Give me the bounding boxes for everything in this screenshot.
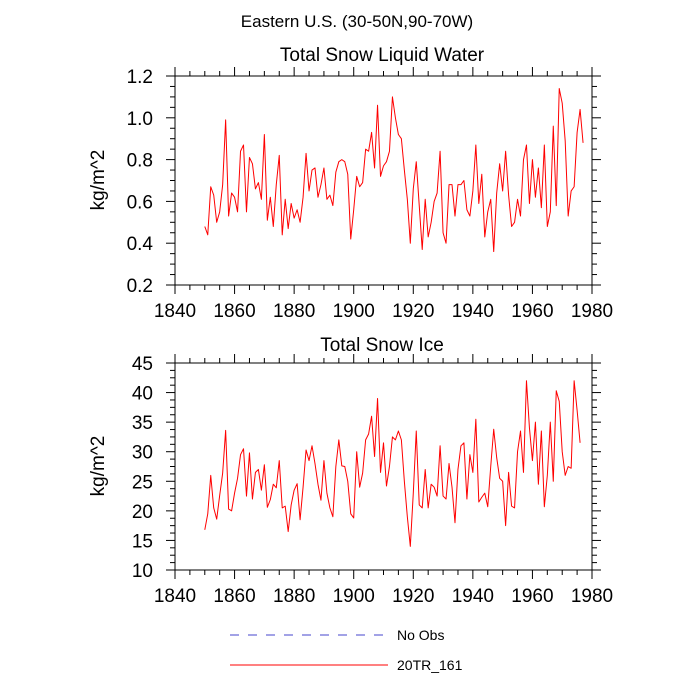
- y-tick-label: 40: [132, 384, 153, 405]
- chart-title: Total Snow Ice: [320, 335, 444, 356]
- x-tick-label: 1980: [571, 586, 613, 607]
- x-tick-label: 1980: [571, 301, 613, 322]
- plot-frame: [174, 75, 593, 286]
- figure-title: Eastern U.S. (30-50N,90-70W): [241, 12, 473, 31]
- x-tick-label: 1920: [392, 301, 434, 322]
- x-tick-label: 1960: [511, 301, 553, 322]
- y-tick-label: 30: [132, 443, 153, 464]
- x-tick-label: 1880: [273, 301, 315, 322]
- y-tick-label: 45: [132, 354, 153, 375]
- x-tick-label: 1840: [154, 586, 196, 607]
- y-axis-label: kg/m^2: [88, 436, 109, 497]
- series-line-20tr-161: [204, 88, 584, 253]
- x-tick-label: 1860: [213, 586, 255, 607]
- legend-label-20tr-161: 20TR_161: [397, 657, 463, 673]
- x-tick-label: 1940: [452, 586, 494, 607]
- y-tick-label: 0.4: [127, 234, 154, 255]
- legend: No Obs 20TR_161: [230, 627, 463, 673]
- plot-frame: [174, 362, 593, 571]
- y-tick-label: 1.0: [127, 109, 153, 130]
- x-tick-label: 1860: [213, 301, 255, 322]
- y-tick-label: 10: [132, 561, 153, 582]
- x-tick-label: 1940: [452, 301, 494, 322]
- legend-label-no-obs: No Obs: [397, 627, 444, 643]
- x-tick-label: 1840: [154, 301, 196, 322]
- y-tick-label: 25: [132, 472, 153, 493]
- x-tick-label: 1960: [511, 586, 553, 607]
- y-tick-label: 20: [132, 502, 153, 523]
- y-tick-label: 0.8: [127, 151, 153, 172]
- y-tick-label: 15: [132, 531, 153, 552]
- x-tick-label: 1900: [333, 301, 375, 322]
- panel-snow-ice: Total Snow Ice kg/m^2 1840 1860 1880 1900 19…: [88, 335, 613, 607]
- y-tick-label: 0.6: [127, 192, 153, 213]
- x-tick-label: 1880: [273, 586, 315, 607]
- panel-snow-liquid-water: Total Snow Liquid Water kg/m^2 1840 1860 1…: [88, 45, 613, 322]
- y-tick-label: 0.2: [127, 276, 153, 297]
- chart-title: Total Snow Liquid Water: [280, 45, 485, 66]
- series-line-20tr-161: [204, 380, 581, 547]
- y-tick-label: 35: [132, 413, 153, 434]
- x-tick-label: 1900: [333, 586, 375, 607]
- x-tick-label: 1920: [392, 586, 434, 607]
- y-axis-label: kg/m^2: [88, 150, 109, 211]
- y-tick-label: 1.2: [127, 67, 153, 88]
